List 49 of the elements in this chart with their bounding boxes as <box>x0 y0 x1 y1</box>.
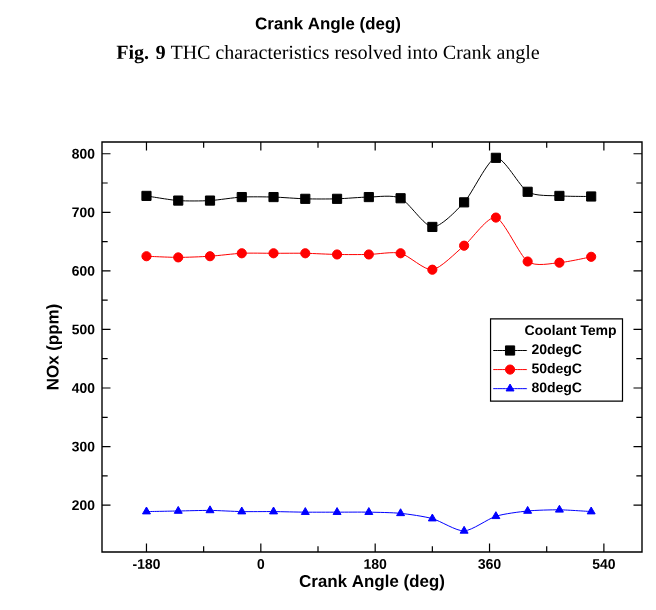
point <box>522 256 533 267</box>
point <box>491 511 501 520</box>
point <box>554 190 565 201</box>
point <box>586 251 597 262</box>
point <box>268 248 279 259</box>
text: Crank Angle (deg) <box>255 17 401 33</box>
point <box>395 193 406 204</box>
point <box>427 264 438 275</box>
point <box>427 513 437 522</box>
point <box>554 257 565 268</box>
point <box>396 508 406 517</box>
point <box>363 191 374 203</box>
point <box>331 193 343 204</box>
point <box>332 507 342 515</box>
point <box>363 249 374 260</box>
point <box>395 248 406 259</box>
point <box>586 506 596 515</box>
point <box>364 507 374 515</box>
point <box>204 195 216 206</box>
text: Fig. 9 THC characteristics resolved into Crank angle <box>116 45 539 64</box>
point <box>269 506 278 515</box>
point <box>205 505 215 514</box>
point <box>300 193 311 204</box>
y-axis-title: NOx (ppm) <box>46 304 62 390</box>
point <box>459 197 470 208</box>
point <box>300 248 311 259</box>
point <box>554 504 564 513</box>
point <box>522 186 533 197</box>
point <box>204 251 216 262</box>
point <box>427 221 438 233</box>
point <box>173 505 183 514</box>
point <box>173 195 184 206</box>
point <box>142 506 151 515</box>
point <box>490 152 501 163</box>
point <box>141 251 152 262</box>
point <box>490 212 501 223</box>
point <box>236 248 247 259</box>
point <box>141 190 152 201</box>
point <box>459 240 470 251</box>
x-axis-title: Crank Angle (deg) <box>299 574 445 591</box>
point <box>236 191 247 203</box>
point <box>237 506 247 515</box>
point <box>268 191 279 203</box>
point <box>300 507 310 515</box>
point <box>586 191 597 202</box>
point <box>459 525 469 534</box>
point <box>173 252 184 263</box>
point <box>523 505 533 514</box>
point <box>331 249 343 260</box>
